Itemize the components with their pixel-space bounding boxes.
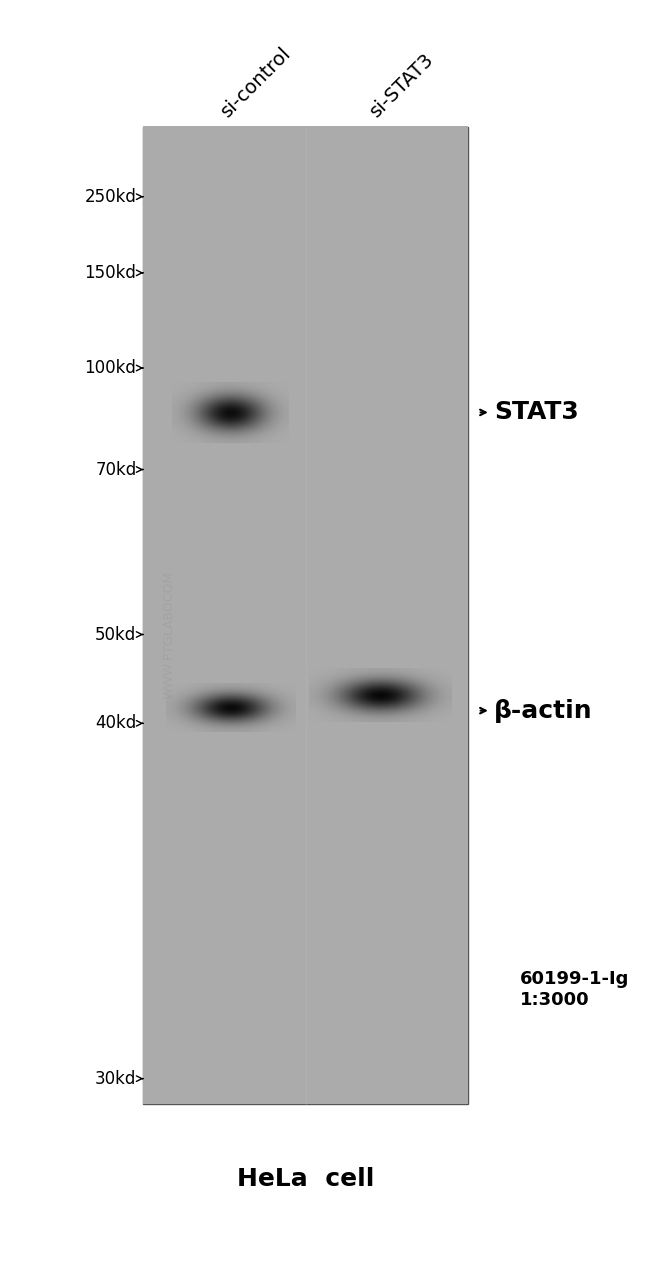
Text: si-control: si-control — [217, 43, 295, 121]
Text: HeLa  cell: HeLa cell — [237, 1167, 374, 1192]
Text: 150kd: 150kd — [84, 264, 136, 282]
Text: 100kd: 100kd — [84, 359, 136, 377]
Text: si-STAT3: si-STAT3 — [367, 49, 438, 121]
Text: 30kd: 30kd — [95, 1070, 136, 1088]
Bar — [143, 127, 468, 1104]
Text: 50kd: 50kd — [96, 626, 136, 643]
Text: 40kd: 40kd — [96, 714, 136, 732]
Text: 60199-1-Ig
1:3000: 60199-1-Ig 1:3000 — [520, 971, 629, 1009]
Text: WWW.PTGLABOCOM: WWW.PTGLABOCOM — [162, 571, 176, 698]
Text: β-actin: β-actin — [494, 699, 593, 722]
Text: 70kd: 70kd — [96, 461, 136, 478]
Text: STAT3: STAT3 — [494, 401, 578, 424]
Text: 250kd: 250kd — [84, 188, 136, 206]
